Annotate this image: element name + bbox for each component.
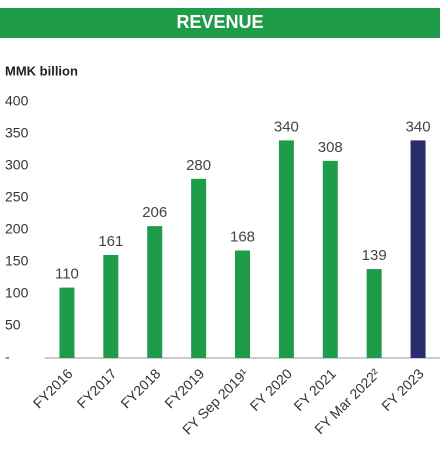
y-tick-label: 300 <box>5 157 29 173</box>
bar <box>322 160 338 358</box>
x-tick-label: FY2016 <box>30 365 76 411</box>
value-label: 110 <box>55 266 79 283</box>
y-axis-label: MMK billion <box>5 63 78 78</box>
x-tick-label: FY2018 <box>117 365 163 411</box>
y-tick-label: 150 <box>5 253 29 269</box>
y-tick-label: 400 <box>5 93 29 109</box>
y-tick-label: 350 <box>5 125 29 141</box>
y-tick-label: 200 <box>5 221 29 237</box>
value-label: 280 <box>186 157 211 174</box>
bar <box>410 140 426 358</box>
bar <box>278 140 294 358</box>
y-tick-label: 250 <box>5 189 29 205</box>
bar <box>366 269 382 358</box>
chart-title: REVENUE <box>176 12 263 32</box>
y-tick-label: 50 <box>5 317 21 333</box>
value-label: 168 <box>230 228 255 245</box>
title-banner <box>0 8 440 38</box>
x-tick-label: FY 2023 <box>378 365 427 414</box>
y-tick-label: - <box>5 349 10 365</box>
value-label: 340 <box>274 118 299 135</box>
bar <box>235 250 250 358</box>
value-label: 139 <box>362 247 387 264</box>
x-tick-label: FY 2020 <box>247 365 296 414</box>
bar <box>59 287 75 358</box>
value-label: 206 <box>142 204 167 221</box>
value-label: 161 <box>98 233 123 250</box>
value-label: 340 <box>406 118 431 135</box>
value-label: 308 <box>318 139 343 156</box>
x-tick-label: FY2017 <box>74 365 120 411</box>
y-tick-label: 100 <box>5 285 29 301</box>
bar <box>103 254 119 358</box>
bar <box>191 178 207 358</box>
bar <box>147 226 163 358</box>
